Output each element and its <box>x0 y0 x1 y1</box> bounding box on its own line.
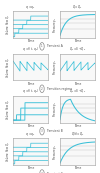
X-axis label: Time: Time <box>74 39 81 43</box>
Text: $Q = Q_0$: $Q = Q_0$ <box>72 3 83 11</box>
Y-axis label: Volume flow $Q_1$: Volume flow $Q_1$ <box>4 57 12 78</box>
Y-axis label: Volume flow $Q_1$: Volume flow $Q_1$ <box>4 141 12 162</box>
Y-axis label: Volume flow $Q_1$: Volume flow $Q_1$ <box>4 14 12 35</box>
Text: $Q_0 = S + Q_0$: $Q_0 = S + Q_0$ <box>69 46 86 53</box>
Text: Transient A: Transient A <box>46 44 63 48</box>
X-axis label: Time: Time <box>74 124 81 128</box>
Text: $Q_0 = S + Q_0$: $Q_0 = S + Q_0$ <box>69 88 86 95</box>
Text: $q_t = f(t,\ q_0)$: $q_t = f(t,\ q_0)$ <box>22 45 39 53</box>
Y-axis label: Pressure $p_1$: Pressure $p_1$ <box>51 101 59 117</box>
X-axis label: Time: Time <box>27 39 34 43</box>
Text: $q_t = f(t,\ q_0)$: $q_t = f(t,\ q_0)$ <box>22 87 39 95</box>
Text: $Q(t) = Q_0$: $Q(t) = Q_0$ <box>70 130 84 138</box>
Y-axis label: Pressure $p_1$: Pressure $p_1$ <box>51 144 59 160</box>
X-axis label: Time: Time <box>27 81 34 86</box>
Y-axis label: Volume flow $Q_1$: Volume flow $Q_1$ <box>4 99 12 120</box>
Text: 4: 4 <box>41 171 43 173</box>
Text: $q_t = q_0$: $q_t = q_0$ <box>25 4 36 11</box>
Y-axis label: Pressure $p_1$: Pressure $p_1$ <box>51 59 59 75</box>
X-axis label: Time: Time <box>27 124 34 128</box>
Text: $q_t = q_0$: $q_t = q_0$ <box>25 131 36 138</box>
Text: Transient C: Transient C <box>46 171 63 173</box>
X-axis label: Time: Time <box>74 81 81 86</box>
Text: Transition regime: Transition regime <box>46 87 72 91</box>
Text: 1: 1 <box>41 44 43 48</box>
Text: 2: 2 <box>41 87 43 91</box>
X-axis label: Time: Time <box>27 166 34 170</box>
Y-axis label: Pressure $p_1$: Pressure $p_1$ <box>51 17 59 33</box>
Text: Transient B: Transient B <box>46 129 63 133</box>
X-axis label: Time: Time <box>74 166 81 170</box>
Text: 3: 3 <box>41 129 43 133</box>
